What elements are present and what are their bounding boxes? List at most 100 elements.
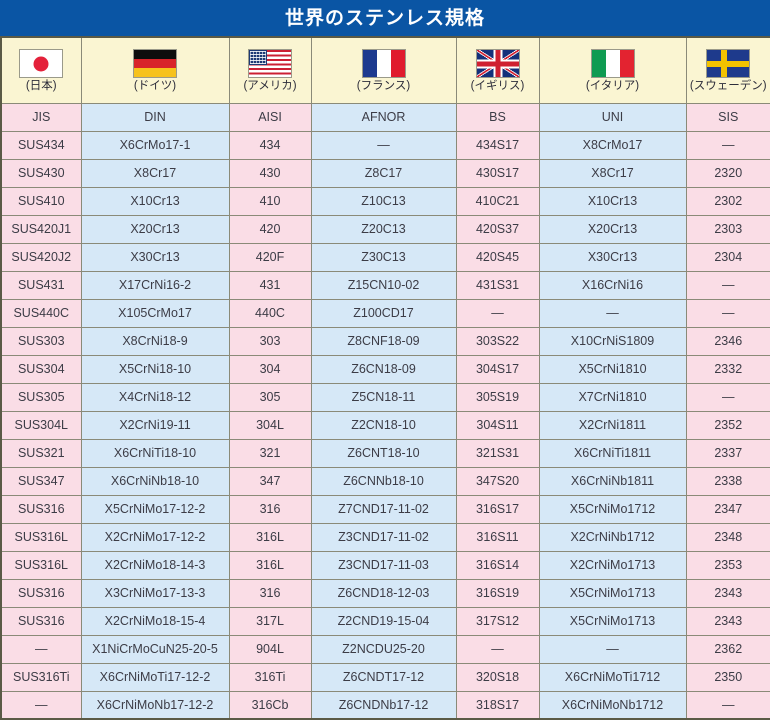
cell-jis: SUS303 <box>0 326 82 356</box>
cell-din: X2CrNiMo18-15-4 <box>80 606 230 636</box>
cell-sis: — <box>685 382 770 412</box>
cell-jis: SUS316L <box>0 522 82 552</box>
cell-uni: X8Cr17 <box>538 158 687 188</box>
standard-name-header-afnor: AFNOR <box>310 102 457 132</box>
flag-japan-icon <box>19 49 64 78</box>
cell-sis: 2332 <box>685 354 770 384</box>
country-header-cell-uk: (イギリス) <box>455 36 540 104</box>
cell-sis: — <box>685 690 770 720</box>
cell-din: X6CrNiMoTi17-12-2 <box>80 662 230 692</box>
cell-afnor: Z6CNNb18-10 <box>310 466 457 496</box>
cell-din: X6CrNiTi18-10 <box>80 438 230 468</box>
cell-aisi: 316L <box>228 550 312 580</box>
table-row: SUS347 X6CrNiNb18-10 347 Z6CNNb18-10 347S20 X… <box>0 466 770 496</box>
cell-afnor: Z2NCDU25-20 <box>310 634 457 664</box>
cell-jis: SUS430 <box>0 158 82 188</box>
cell-sis: 2348 <box>685 522 770 552</box>
cell-uni: X5CrNiMo1713 <box>538 578 687 608</box>
flag-germany-icon <box>133 49 177 78</box>
cell-jis: SUS410 <box>0 186 82 216</box>
table-row: SUS410 X10Cr13 410 Z10C13 410C21 X10Cr13 2302 <box>0 186 770 216</box>
cell-bs: 316S17 <box>455 494 540 524</box>
country-header-cell-japan: (日本) <box>0 36 82 104</box>
cell-bs: 347S20 <box>455 466 540 496</box>
cell-uni: X2CrNiNb1712 <box>538 522 687 552</box>
cell-aisi: 316Ti <box>228 662 312 692</box>
table-row: SUS305 X4CrNi18-12 305 Z5CN18-11 305S19 X7CrN… <box>0 382 770 412</box>
table-row: SUS420J2 X30Cr13 420F Z30C13 420S45 X30Cr13 23… <box>0 242 770 272</box>
table-body: (日本) (ドイツ) (アメリカ) <box>0 36 770 720</box>
cell-din: X10Cr13 <box>80 186 230 216</box>
cell-jis: — <box>0 690 82 720</box>
cell-jis: SUS316 <box>0 578 82 608</box>
table-row: SUS434 X6CrMo17-1 434—434S17 X8CrMo17— <box>0 130 770 160</box>
country-label-usa: (アメリカ) <box>243 80 297 92</box>
cell-jis: SUS321 <box>0 438 82 468</box>
cell-bs: 305S19 <box>455 382 540 412</box>
standard-name-header-din: DIN <box>80 102 230 132</box>
cell-jis: SUS420J2 <box>0 242 82 272</box>
cell-din: X5CrNiMo17-12-2 <box>80 494 230 524</box>
cell-sis: 2337 <box>685 438 770 468</box>
table-row: SUS316 X2CrNiMo18-15-4 317L Z2CND19-15-04 31… <box>0 606 770 636</box>
cell-afnor: Z10C13 <box>310 186 457 216</box>
cell-jis: SUS304 <box>0 354 82 384</box>
cell-jis: — <box>0 634 82 664</box>
cell-din: X5CrNi18-10 <box>80 354 230 384</box>
country-label-germany: (ドイツ) <box>133 80 177 92</box>
cell-uni: X10Cr13 <box>538 186 687 216</box>
cell-afnor: Z6CNDNb17-12 <box>310 690 457 720</box>
page-title-bar: 世界のステンレス規格 <box>0 0 770 36</box>
standard-name-header-sis: SIS <box>685 102 770 132</box>
country-label-france: (フランス) <box>356 80 411 92</box>
table-row: SUS316L X2CrNiMo17-12-2 316L Z3CND17-11-02 3… <box>0 522 770 552</box>
cell-aisi: 303 <box>228 326 312 356</box>
cell-aisi: 304 <box>228 354 312 384</box>
cell-sis: 2362 <box>685 634 770 664</box>
cell-aisi: 316Cb <box>228 690 312 720</box>
cell-aisi: 347 <box>228 466 312 496</box>
flag-usa-icon <box>248 49 292 78</box>
cell-din: X2CrNi19-11 <box>80 410 230 440</box>
cell-din: X30Cr13 <box>80 242 230 272</box>
table-row: SUS431 X17CrNi16-2 431 Z15CN10-02 431S31 X16C… <box>0 270 770 300</box>
cell-jis: SUS304L <box>0 410 82 440</box>
country-header-cell-france: (フランス) <box>310 36 457 104</box>
cell-sis: 2347 <box>685 494 770 524</box>
cell-din: X1NiCrMoCuN25-20-5 <box>80 634 230 664</box>
cell-din: X8Cr17 <box>80 158 230 188</box>
cell-uni: X5CrNiMo1712 <box>538 494 687 524</box>
table-row: — X1NiCrMoCuN25-20-5 904L Z2NCDU25-20— —2362 <box>0 634 770 664</box>
cell-afnor: Z6CNT18-10 <box>310 438 457 468</box>
table-row: SUS430 X8Cr17 430 Z8C17 430S17 X8Cr17 2320 <box>0 158 770 188</box>
cell-bs: 304S11 <box>455 410 540 440</box>
table-row: SUS303 X8CrNi18-9 303 Z8CNF18-09 303S22 X10Cr… <box>0 326 770 356</box>
cell-jis: SUS316L <box>0 550 82 580</box>
cell-bs: 318S17 <box>455 690 540 720</box>
cell-sis: 2304 <box>685 242 770 272</box>
flag-france-icon <box>361 49 406 78</box>
country-header-cell-sweden: (スウェーデン) <box>685 36 770 104</box>
cell-bs: 320S18 <box>455 662 540 692</box>
cell-afnor: Z8C17 <box>310 158 457 188</box>
cell-sis: — <box>685 298 770 328</box>
table-row: SUS316 X5CrNiMo17-12-2 316 Z7CND17-11-02 316… <box>0 494 770 524</box>
cell-sis: 2343 <box>685 578 770 608</box>
cell-sis: 2352 <box>685 410 770 440</box>
cell-din: X17CrNi16-2 <box>80 270 230 300</box>
cell-uni: X16CrNi16 <box>538 270 687 300</box>
cell-aisi: 420 <box>228 214 312 244</box>
standard-name-header-aisi: AISI <box>228 102 312 132</box>
cell-afnor: Z6CNDT17-12 <box>310 662 457 692</box>
cell-jis: SUS440C <box>0 298 82 328</box>
standard-name-header-row: JIS DIN AISI AFNOR BS UNI SIS <box>0 102 770 132</box>
cell-afnor: Z30C13 <box>310 242 457 272</box>
country-label-italy: (イタリア) <box>585 80 640 92</box>
table-row: SUS304 X5CrNi18-10 304 Z6CN18-09 304S17 X5CrN… <box>0 354 770 384</box>
cell-aisi: 317L <box>228 606 312 636</box>
cell-afnor: Z5CN18-11 <box>310 382 457 412</box>
cell-afnor: Z2CN18-10 <box>310 410 457 440</box>
flag-italy-icon <box>590 49 635 78</box>
flag-sweden-icon <box>706 49 751 78</box>
cell-uni: X2CrNiMo1713 <box>538 550 687 580</box>
